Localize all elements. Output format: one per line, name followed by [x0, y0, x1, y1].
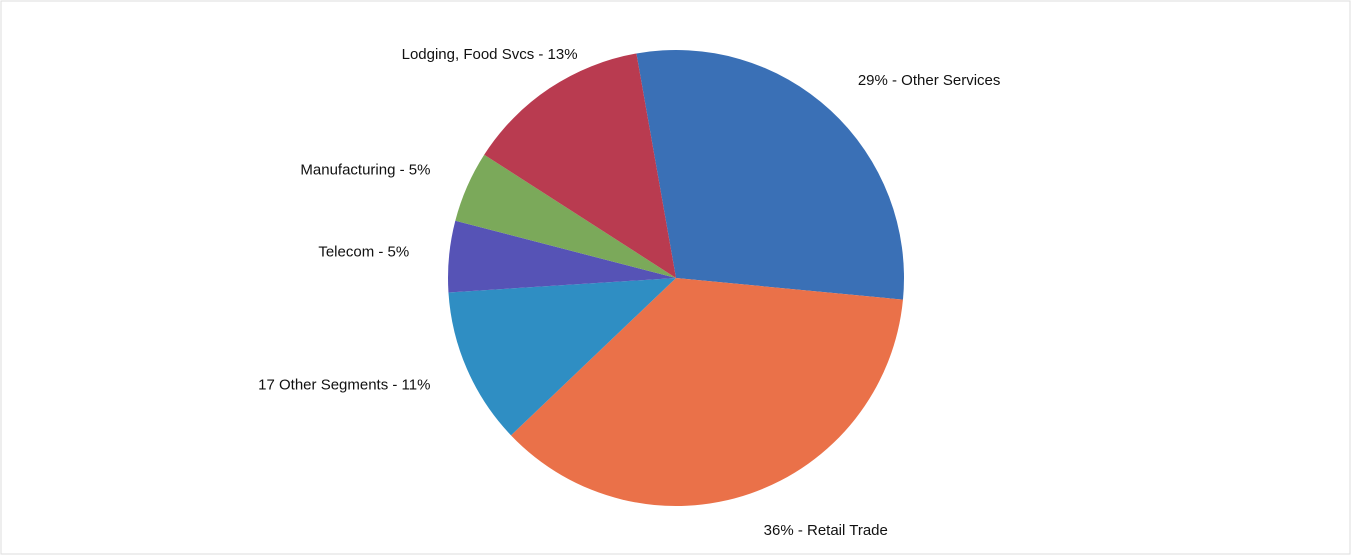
- pie-slice: [510, 278, 903, 506]
- pie-slice: [448, 278, 676, 436]
- pie-slice: [455, 154, 676, 278]
- slice-label: Telecom - 5%: [318, 243, 409, 260]
- slice-label: 36% - Retail Trade: [764, 522, 888, 539]
- slice-label: Manufacturing - 5%: [300, 162, 430, 179]
- pie-slice: [484, 53, 676, 278]
- slice-label: Lodging, Food Svcs - 13%: [402, 46, 578, 63]
- slice-label: 17 Other Segments - 11%: [258, 376, 430, 393]
- pie-slice: [448, 220, 676, 293]
- slice-label: 29% - Other Services: [858, 72, 1001, 89]
- pie-slice: [636, 50, 905, 300]
